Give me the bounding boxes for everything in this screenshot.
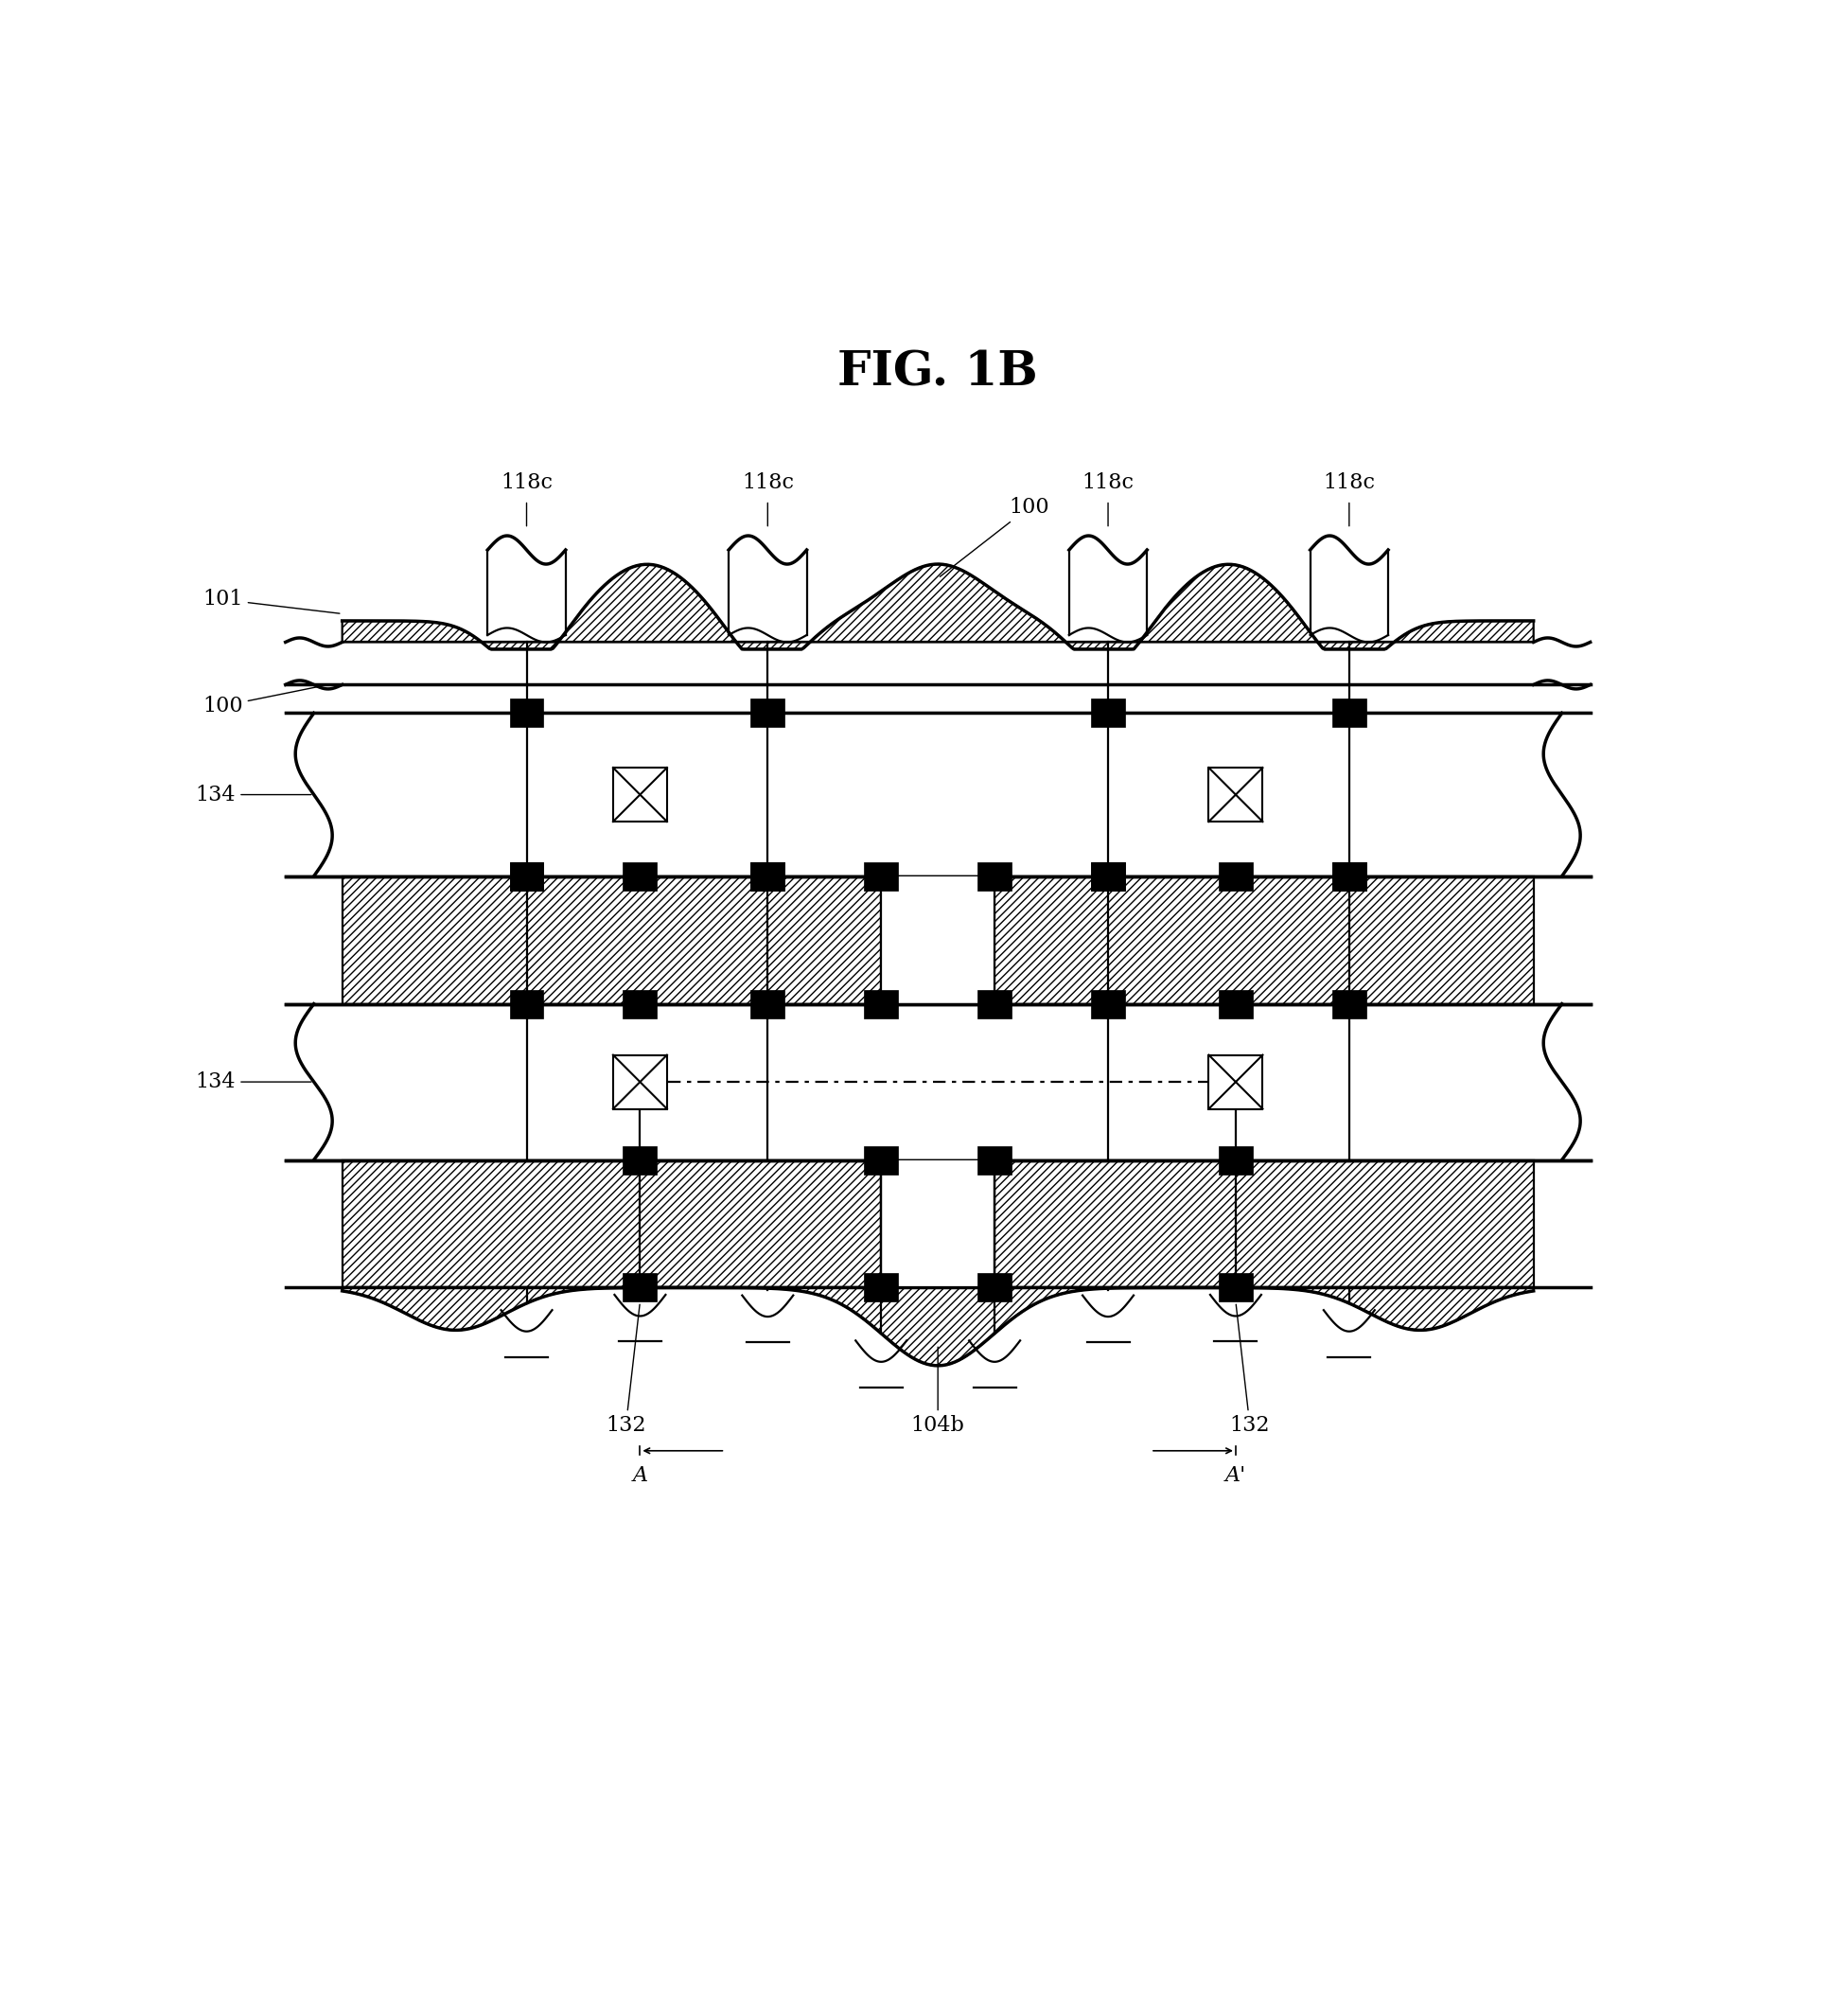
Bar — [977, 1145, 1012, 1173]
Text: A': A' — [1224, 1466, 1246, 1486]
Bar — [864, 1274, 899, 1302]
Bar — [977, 990, 1012, 1018]
Bar — [730, 550, 805, 635]
Bar — [489, 550, 564, 635]
Bar — [1091, 990, 1125, 1018]
Text: 132: 132 — [606, 1304, 646, 1435]
Bar — [1332, 863, 1367, 891]
Bar — [1091, 863, 1125, 891]
Text: 101: 101 — [203, 589, 340, 613]
Bar — [509, 863, 544, 891]
Bar — [882, 1159, 996, 1288]
Bar — [996, 1159, 1534, 1288]
Bar — [342, 877, 882, 1004]
Polygon shape — [342, 1288, 1534, 1365]
Bar — [1312, 550, 1387, 635]
Text: 100: 100 — [941, 498, 1049, 577]
Polygon shape — [342, 564, 1534, 649]
Bar — [613, 1054, 666, 1109]
Bar — [509, 700, 544, 728]
Bar — [509, 990, 544, 1018]
Text: 104b: 104b — [911, 1347, 964, 1435]
Bar — [1219, 1145, 1254, 1173]
Bar — [864, 863, 899, 891]
Bar — [977, 1274, 1012, 1302]
Text: 100: 100 — [203, 685, 326, 716]
Bar — [622, 990, 657, 1018]
Bar — [613, 768, 666, 823]
Bar — [622, 1274, 657, 1302]
Bar — [1219, 990, 1254, 1018]
Text: A: A — [633, 1466, 648, 1486]
Bar — [1332, 700, 1367, 728]
Text: 134: 134 — [196, 784, 311, 804]
Bar — [1091, 863, 1125, 891]
Text: 118c: 118c — [1082, 472, 1135, 494]
Text: 134: 134 — [196, 1073, 311, 1093]
Bar — [996, 877, 1534, 1004]
Bar — [750, 700, 785, 728]
Text: FIG. 1B: FIG. 1B — [838, 349, 1038, 395]
Text: 118c: 118c — [1323, 472, 1374, 494]
Bar — [864, 990, 899, 1018]
Bar — [864, 1145, 899, 1173]
Bar — [1219, 863, 1254, 891]
Bar — [1332, 863, 1367, 891]
Bar — [622, 1145, 657, 1173]
Bar — [750, 863, 785, 891]
Text: 118c: 118c — [501, 472, 553, 494]
Bar — [1071, 550, 1146, 635]
Bar — [509, 863, 544, 891]
Bar — [1210, 1054, 1263, 1109]
Bar — [1332, 990, 1367, 1018]
Bar — [977, 863, 1012, 891]
Bar — [750, 863, 785, 891]
Text: 118c: 118c — [741, 472, 794, 494]
Bar — [750, 990, 785, 1018]
Bar — [342, 1159, 882, 1288]
Text: 132: 132 — [1230, 1304, 1270, 1435]
Bar — [1091, 700, 1125, 728]
Bar — [882, 877, 996, 1004]
Bar — [1219, 1274, 1254, 1302]
Bar — [1210, 768, 1263, 823]
Bar — [622, 863, 657, 891]
